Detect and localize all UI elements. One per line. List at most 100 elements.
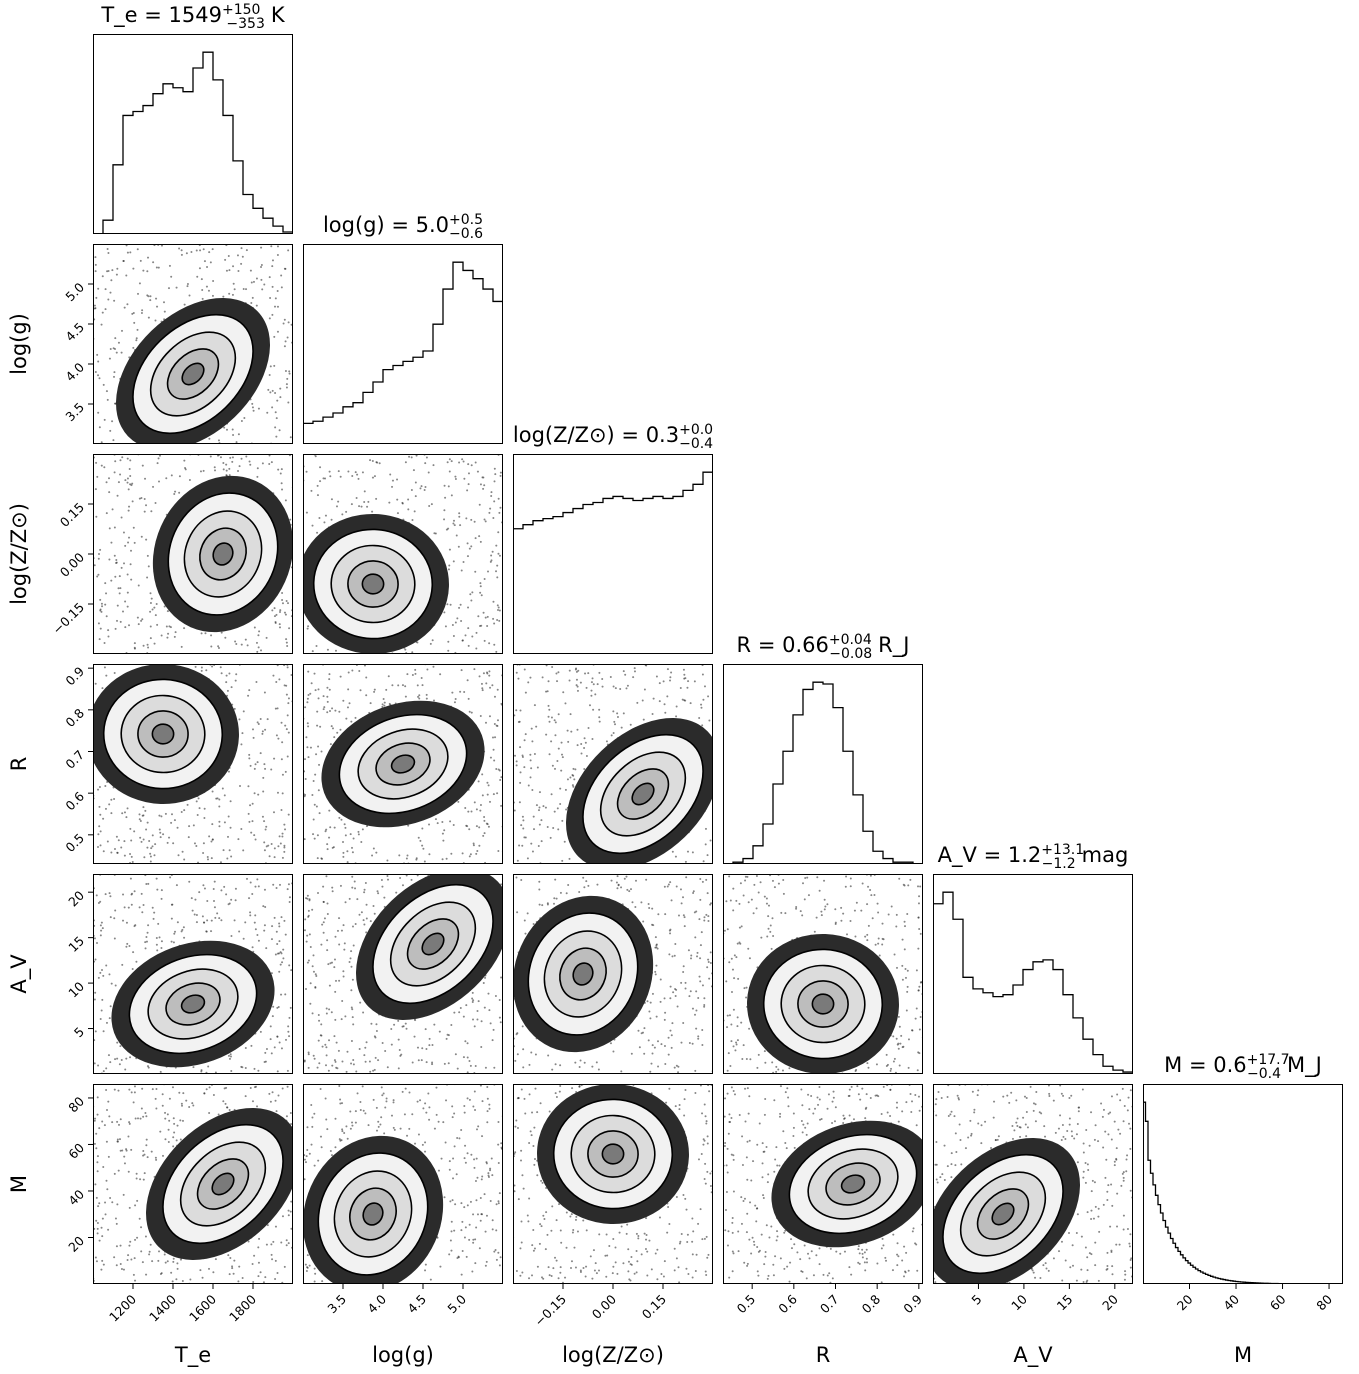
panel-frame <box>303 664 503 864</box>
x-tick-label: 40 <box>1220 1291 1242 1313</box>
panel-frame <box>303 244 503 444</box>
y-tick-label: 4.0 <box>62 359 87 384</box>
x-tick-label: 0.5 <box>734 1292 759 1317</box>
x-axis-label-Te: T_e <box>174 1343 211 1368</box>
contour <box>151 723 175 745</box>
y-tick-label: 40 <box>65 1186 87 1208</box>
panel-Te-R <box>93 664 293 864</box>
title-R: R = 0.66+0.04 −0.08 R_J <box>737 632 910 662</box>
y-tick-label: 0.8 <box>62 705 87 730</box>
x-tick-label: 0.15 <box>639 1292 669 1322</box>
x-tick-label: 5 <box>968 1292 984 1308</box>
panel-frame <box>1143 1084 1343 1284</box>
x-tick-label: 0.7 <box>817 1292 842 1317</box>
y-tick-label: 0.6 <box>62 789 87 814</box>
contour <box>421 932 445 956</box>
x-tick-label: 80 <box>1313 1291 1335 1313</box>
y-axis-label-logg: log(g) <box>7 313 31 375</box>
contour <box>181 362 205 386</box>
y-tick-label: 0.15 <box>57 500 87 530</box>
panel-logg-logZ <box>303 454 503 654</box>
x-tick-label: 15 <box>1054 1292 1076 1314</box>
contour <box>390 754 416 774</box>
x-axis-label-M: M <box>1234 1343 1252 1367</box>
y-tick-label: 15 <box>65 933 87 955</box>
x-axis-label-R: R <box>816 1343 831 1367</box>
y-tick-label: 3.5 <box>62 400 87 425</box>
title-Te: T_e = 1549+150 −353 K <box>100 2 286 32</box>
y-tick-label: 5 <box>71 1024 87 1040</box>
panel-frame <box>513 874 713 1074</box>
x-tick-label: 60 <box>1267 1291 1289 1313</box>
x-axis-label-logg: log(g) <box>372 1343 434 1367</box>
contour <box>840 1174 866 1194</box>
panel-AV-M <box>933 1084 1133 1284</box>
panel-Te-logZ <box>93 454 293 654</box>
x-tick-label: −0.15 <box>531 1292 569 1330</box>
x-tick-label: 0.6 <box>775 1291 800 1316</box>
panel-logZ-M <box>513 1084 713 1284</box>
panel-frame <box>303 874 503 1074</box>
y-tick-label: 80 <box>65 1093 87 1115</box>
title-logg: log(g) = 5.0+0.5 −0.6 <box>323 212 483 242</box>
contour <box>212 542 234 566</box>
contour <box>362 1202 384 1226</box>
x-tick-label: 3.5 <box>324 1292 349 1317</box>
panel-frame <box>93 1084 293 1284</box>
panel-frame <box>93 454 293 654</box>
panel-frame <box>933 874 1133 1074</box>
histogram-logg <box>303 261 503 444</box>
panel-frame <box>723 664 923 864</box>
x-axis-label-logZ: log(Z/Z⊙) <box>562 1343 664 1367</box>
histogram-AV <box>933 891 1133 1074</box>
x-tick-label: 20 <box>1174 1291 1196 1313</box>
x-tick-label: 0.8 <box>859 1291 884 1316</box>
panel-Te-logg <box>93 244 293 444</box>
y-axis-label-logZ: log(Z/Z⊙) <box>7 503 31 605</box>
histogram-M <box>1143 1101 1343 1284</box>
panel-frame <box>93 34 293 234</box>
histogram-Te <box>93 51 293 234</box>
panel-Te-M <box>93 1084 293 1284</box>
panel-logg-AV <box>303 874 503 1074</box>
x-axis-label-AV: A_V <box>1013 1343 1053 1368</box>
x-tick-label: 4.5 <box>404 1292 429 1317</box>
contour <box>361 573 385 595</box>
contour <box>631 782 655 806</box>
panel-AV-AV <box>933 891 1133 1074</box>
x-tick-label: 1200 <box>106 1291 139 1324</box>
panel-frame <box>93 874 293 1074</box>
panel-M-M <box>1143 1101 1343 1284</box>
panel-logZ-AV <box>513 874 713 1074</box>
y-tick-label: 5.0 <box>62 279 87 304</box>
y-tick-label: 20 <box>65 888 87 910</box>
x-tick-label: 10 <box>1008 1291 1030 1313</box>
panel-Te-Te <box>93 51 293 234</box>
y-tick-label: 0.9 <box>62 664 87 689</box>
panel-Te-AV <box>93 874 293 1074</box>
y-axis-label-AV: A_V <box>7 954 32 994</box>
x-tick-label: 1400 <box>146 1291 179 1324</box>
x-tick-label: 4.0 <box>364 1291 389 1316</box>
panel-logZ-logZ <box>513 471 713 654</box>
panel-logg-M <box>303 1084 503 1284</box>
y-tick-label: 10 <box>65 979 87 1001</box>
panel-R-M <box>723 1084 923 1284</box>
contour <box>572 962 594 986</box>
y-tick-label: 20 <box>65 1233 87 1255</box>
panel-frame <box>723 874 923 1074</box>
x-tick-label: 5.0 <box>444 1291 469 1316</box>
title-AV: A_V = 1.2+13.1 −1.2 mag <box>938 842 1129 872</box>
panel-R-AV <box>723 874 923 1074</box>
panel-frame <box>933 1084 1133 1284</box>
panel-frame <box>303 1084 503 1284</box>
y-tick-label: −0.15 <box>49 600 87 638</box>
histogram-R <box>723 681 923 864</box>
panel-frame <box>723 1084 923 1284</box>
title-logZ: log(Z/Z⊙) = 0.3+0.0 −0.4 <box>513 422 713 452</box>
y-axis-label-R: R <box>7 757 31 772</box>
contour <box>180 994 206 1014</box>
title-M: M = 0.6+17.7 −0.4 M_J <box>1164 1052 1322 1082</box>
histogram-logZ <box>513 471 713 654</box>
